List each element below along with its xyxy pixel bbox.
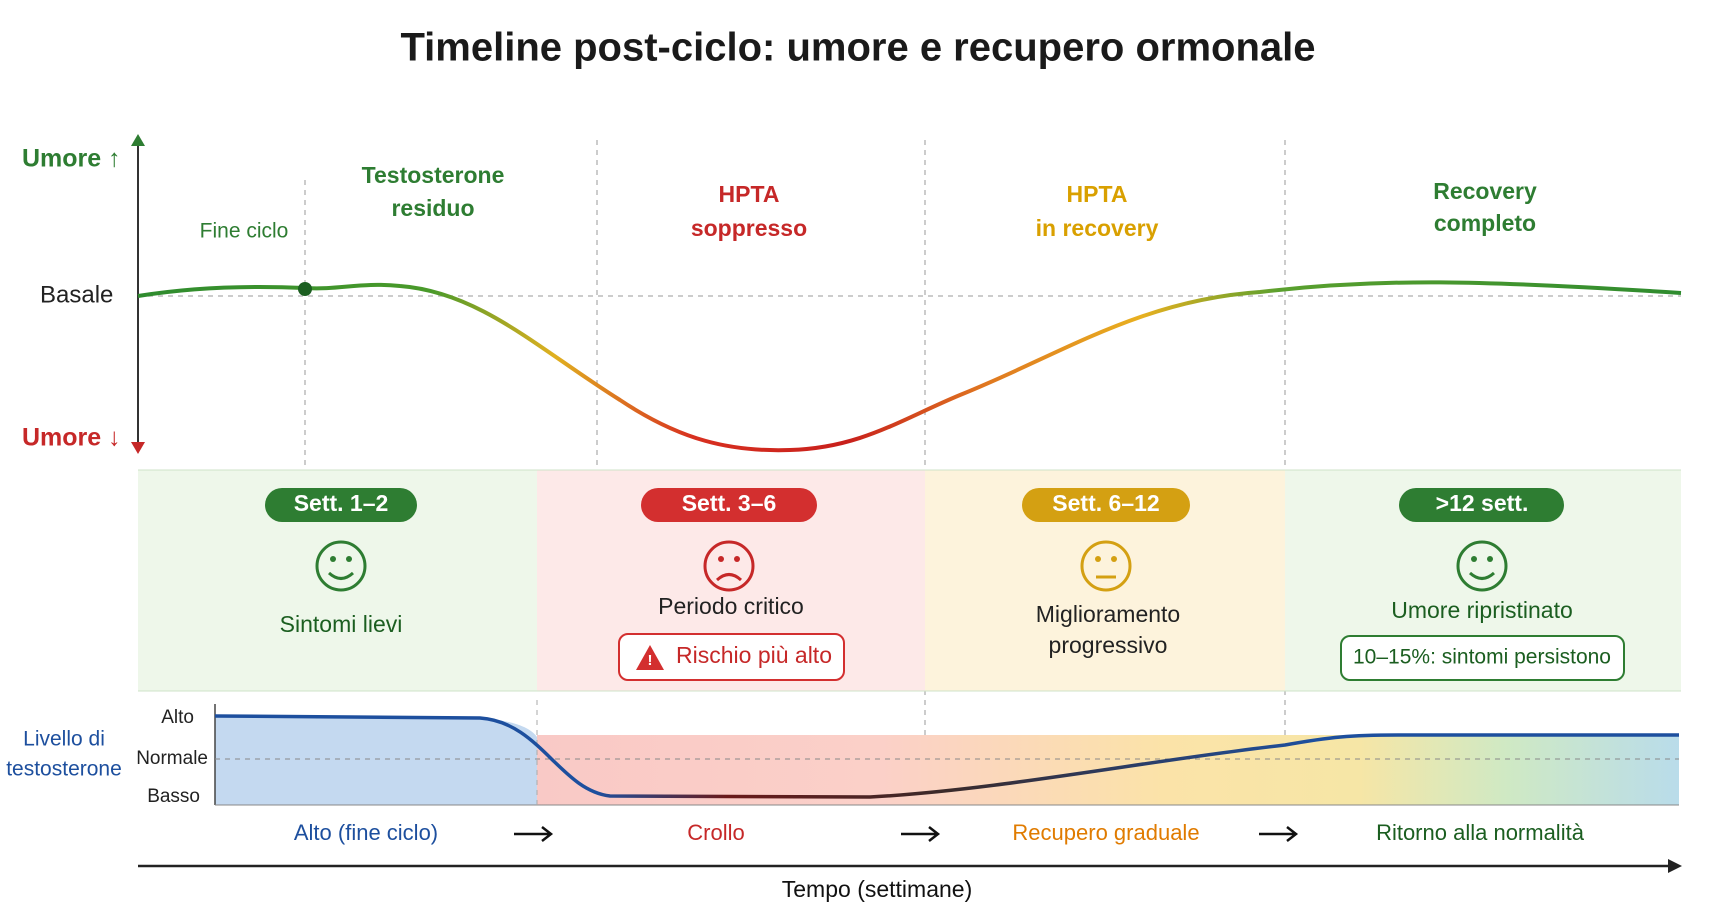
arrow-up xyxy=(131,134,145,146)
note-box xyxy=(618,633,845,681)
badge-text: Sett. 3–6 xyxy=(682,490,777,516)
phase-title: residuo xyxy=(391,195,474,221)
level-label: Normale xyxy=(136,748,208,769)
note: Rischio più alto xyxy=(676,642,832,668)
status: Periodo critico xyxy=(658,593,804,619)
testosterone-label: testosterone xyxy=(6,758,122,781)
high-area xyxy=(215,716,537,805)
note-box xyxy=(1340,635,1625,681)
phase-title: Recovery xyxy=(1433,178,1537,204)
badge-text: Sett. 6–12 xyxy=(1052,490,1159,516)
status: progressivo xyxy=(1049,632,1168,658)
status: Umore ripristinato xyxy=(1391,597,1573,623)
level-label: Basso xyxy=(147,786,200,807)
warning-mark: ! xyxy=(648,652,653,669)
end-cycle-label: Fine ciclo xyxy=(200,220,289,243)
title: Timeline post-ciclo: umore e recupero or… xyxy=(400,26,1315,70)
mood-high: Umore ↑ xyxy=(22,145,121,173)
stage: Alto (fine ciclo) xyxy=(294,820,438,845)
phase-title: HPTA xyxy=(1067,181,1128,207)
phase-title: HPTA xyxy=(719,181,780,207)
mood-low: Umore ↓ xyxy=(22,424,121,452)
arrow-down xyxy=(131,442,145,454)
phase-title: in recovery xyxy=(1036,215,1159,241)
stage-arrows xyxy=(514,826,1299,842)
badge xyxy=(265,488,417,522)
testosterone-curve xyxy=(214,714,1679,799)
status: Sintomi lievi xyxy=(280,611,403,637)
testosterone-label: Livello di xyxy=(23,728,105,751)
badge xyxy=(1022,488,1190,522)
end-cycle-dot xyxy=(298,282,312,296)
x-axis-label: Tempo (settimane) xyxy=(782,876,972,902)
stage: Crollo xyxy=(687,820,744,845)
note: 10–15%: sintomi persistono xyxy=(1353,646,1611,669)
faces xyxy=(315,540,1508,592)
warning-icon xyxy=(636,645,664,670)
baseline-label: Basale xyxy=(40,281,113,308)
badge xyxy=(1399,488,1564,522)
phase-title: Testosterone xyxy=(362,162,505,188)
stage: Ritorno alla normalità xyxy=(1376,820,1585,845)
badge xyxy=(641,488,817,522)
badge-text: >12 sett. xyxy=(1436,490,1529,516)
mood-curve xyxy=(137,280,1682,453)
status: Miglioramento xyxy=(1036,601,1180,627)
stage: Recupero graduale xyxy=(1012,820,1199,845)
time-arrow xyxy=(1668,859,1682,873)
level-label: Alto xyxy=(161,707,194,728)
phase-title: soppresso xyxy=(691,215,807,241)
badge-text: Sett. 1–2 xyxy=(294,490,389,516)
phase-title: completo xyxy=(1434,210,1536,236)
